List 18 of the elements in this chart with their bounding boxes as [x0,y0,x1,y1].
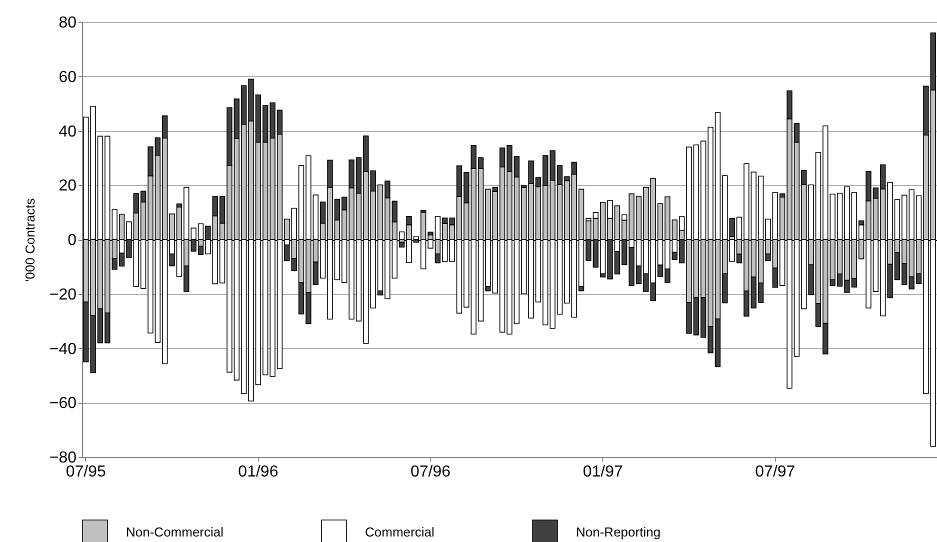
x-tick-label: 01/96 [238,464,278,480]
y-tick-label: 20 [58,178,77,195]
legend-label: Non-Commercial [126,524,224,540]
y-tick-label: −40 [49,340,77,358]
legend-label: Non-Reporting [576,524,661,540]
y-tick-label: 80 [58,14,77,32]
y-tick-label: −60 [49,395,77,412]
x-tick-label: 07/97 [755,464,796,480]
y-tick-label: 40 [58,123,77,140]
x-tick-label: 01/97 [582,464,623,480]
x-tick-label: 07/95 [66,464,106,480]
y-tick-label: −20 [49,286,77,304]
legend-label: Commercial [365,524,434,540]
y-axis-title: '000 Contracts [22,198,38,282]
y-tick-label: −80 [49,450,77,466]
y-tick-label: 0 [68,232,77,249]
y-tick-label: 60 [58,68,77,86]
x-tick-label: 07/96 [410,464,451,480]
